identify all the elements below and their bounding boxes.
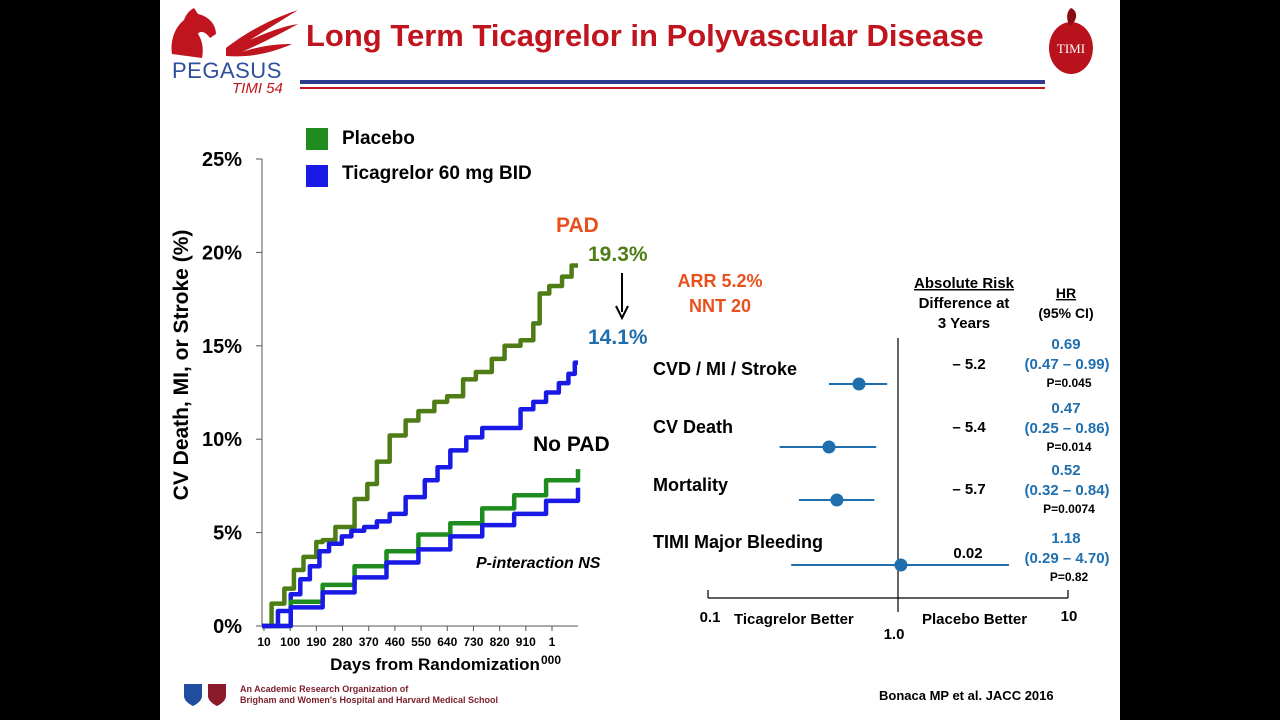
- x-tick-label: 910: [516, 635, 536, 649]
- x-tick-label: 820: [490, 635, 510, 649]
- title-rule-blue: [300, 80, 1045, 84]
- forest-row-label: CVD / MI / Stroke: [653, 359, 797, 379]
- ard-column-header: Absolute Risk: [914, 275, 1015, 292]
- forest-x-tick-label-left: 0.1: [700, 609, 721, 626]
- legend-label-ticagrelor: Ticagrelor 60 mg BID: [342, 163, 532, 184]
- forest-p-value: P=0.045: [1046, 376, 1091, 390]
- pad-label: PAD: [556, 214, 599, 237]
- legend-label-placebo: Placebo: [342, 128, 415, 149]
- x-tick-label: 460: [385, 635, 405, 649]
- legend-swatch-ticagrelor: [306, 165, 328, 187]
- forest-ard-value: – 5.2: [952, 356, 985, 373]
- placebo-better-label: Placebo Better: [922, 611, 1027, 628]
- y-tick-label: 25%: [202, 149, 242, 171]
- forest-p-value: P=0.0074: [1043, 502, 1095, 516]
- x-tick-label: 10: [257, 635, 271, 649]
- ticagrelor-better-label: Ticagrelor Better: [734, 611, 854, 628]
- timi-logo-icon: TIMI: [1049, 8, 1093, 74]
- forest-x-tick-label-right: 10: [1061, 608, 1078, 625]
- forest-row-label: CV Death: [653, 417, 733, 437]
- series-line-pad-placebo: [262, 263, 578, 629]
- institution-shields-icon: [184, 684, 226, 706]
- pad-ticagrelor-end-label: 14.1%: [588, 326, 648, 349]
- pad-placebo-end-label: 19.3%: [588, 243, 648, 266]
- y-tick-label: 15%: [202, 336, 242, 358]
- forest-ard-value: 0.02: [953, 545, 982, 562]
- y-tick-label: 20%: [202, 242, 242, 264]
- nnt-label: NNT 20: [689, 296, 751, 316]
- footer-org-line2: Brigham and Women's Hospital and Harvard…: [240, 695, 499, 705]
- forest-point-estimate: [830, 493, 844, 507]
- x-tick-label: 550: [411, 635, 431, 649]
- no-pad-label: No PAD: [533, 433, 610, 456]
- x-tick-label: 100: [280, 635, 300, 649]
- y-tick-label: 10%: [202, 429, 242, 451]
- x-tick-label: 640: [437, 635, 457, 649]
- series-line-no-pad-ticagrelor-60-mg-bid: [262, 487, 581, 629]
- footer-org-line1: An Academic Research Organization of: [240, 684, 409, 694]
- x-axis-title: Days from Randomization: [330, 655, 540, 674]
- pegasus-logo-subtext: TIMI 54: [232, 80, 283, 97]
- x-tick-label: 1 000: [541, 635, 561, 667]
- ard-column-header: Difference at: [919, 295, 1010, 312]
- forest-hr-value: 1.18: [1051, 530, 1080, 547]
- forest-row-label: TIMI Major Bleeding: [653, 532, 823, 552]
- x-tick-label-line: 1: [549, 635, 556, 649]
- legend-swatch-placebo: [306, 128, 328, 150]
- forest-ci-value: (0.29 – 4.70): [1024, 550, 1109, 567]
- slide-title: Long Term Ticagrelor in Polyvascular Dis…: [306, 18, 984, 53]
- forest-x-tick-label-center: 1.0: [884, 626, 905, 643]
- difference-arrow-head: [615, 305, 629, 321]
- x-tick-label: 370: [359, 635, 379, 649]
- x-tick-label: 190: [306, 635, 326, 649]
- arr-label: ARR 5.2%: [677, 271, 762, 291]
- citation: Bonaca MP et al. JACC 2016: [879, 688, 1054, 703]
- hr-column-header: (95% CI): [1038, 305, 1093, 321]
- forest-ci-value: (0.47 – 0.99): [1024, 356, 1109, 373]
- forest-hr-value: 0.47: [1051, 400, 1080, 417]
- pegasus-logo-icon: [171, 8, 298, 58]
- series-line-pad-ticagrelor-60-mg-bid: [262, 360, 578, 629]
- forest-point-estimate: [852, 377, 866, 391]
- slide: PEGASUS TIMI 54 Long Term Ticagrelor in …: [160, 0, 1120, 720]
- forest-ard-value: – 5.4: [952, 419, 986, 436]
- title-rule-red: [300, 87, 1045, 89]
- timi-logo-text: TIMI: [1057, 41, 1085, 56]
- y-tick-label: 0%: [213, 616, 242, 638]
- x-tick-label: 730: [463, 635, 483, 649]
- x-tick-label-line: 000: [541, 653, 561, 667]
- forest-point-estimate: [894, 558, 908, 572]
- y-tick-label: 5%: [213, 523, 242, 545]
- hr-column-header: HR: [1056, 285, 1076, 301]
- forest-p-value: P=0.82: [1050, 570, 1089, 584]
- forest-ard-value: – 5.7: [952, 481, 985, 498]
- ard-column-header: 3 Years: [938, 315, 990, 332]
- p-interaction-label: P-interaction NS: [476, 555, 601, 572]
- x-tick-label: 280: [333, 635, 353, 649]
- forest-ci-value: (0.25 – 0.86): [1024, 420, 1109, 437]
- forest-ci-value: (0.32 – 0.84): [1024, 482, 1109, 499]
- forest-hr-value: 0.52: [1051, 462, 1080, 479]
- forest-point-estimate: [822, 440, 836, 454]
- y-axis-title: CV Death, MI, or Stroke (%): [170, 230, 193, 501]
- forest-p-value: P=0.014: [1046, 440, 1091, 454]
- pegasus-logo-text: PEGASUS: [172, 58, 282, 83]
- chart-canvas: 0% 5% 10% 15% 20% 25% 10 100 190 280 370 460 550 640 7…: [170, 149, 1110, 674]
- forest-hr-value: 0.69: [1051, 336, 1080, 353]
- forest-row-label: Mortality: [653, 475, 728, 495]
